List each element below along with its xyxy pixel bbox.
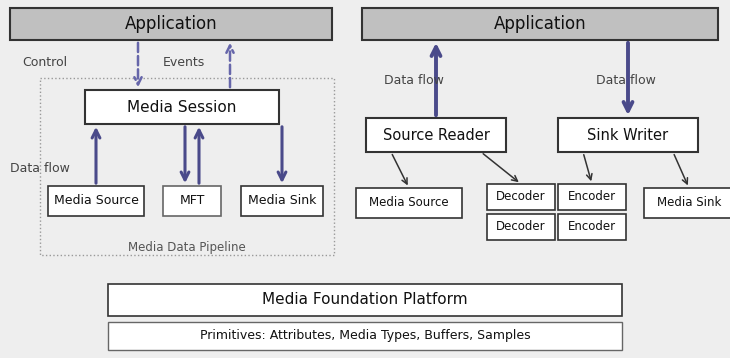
Text: Decoder: Decoder [496,190,546,203]
Bar [366,118,506,152]
Bar [10,8,332,40]
Text: Media Data Pipeline: Media Data Pipeline [128,241,246,253]
Text: Sink Writer: Sink Writer [588,127,669,142]
Bar [108,322,622,350]
Text: Decoder: Decoder [496,221,546,233]
Text: Media Sink: Media Sink [657,197,721,209]
Bar [163,186,221,216]
Text: Data flow: Data flow [10,161,70,174]
Text: Data flow: Data flow [384,73,444,87]
Text: Primitives: Attributes, Media Types, Buffers, Samples: Primitives: Attributes, Media Types, Buf… [200,329,530,343]
Bar [487,184,555,210]
Text: Application: Application [125,15,218,33]
Text: Encoder: Encoder [568,190,616,203]
Bar [48,186,144,216]
Bar [85,90,279,124]
Text: Media Source: Media Source [53,194,139,208]
Text: MFT: MFT [180,194,204,208]
Bar [362,8,718,40]
Text: Control: Control [22,55,67,68]
Text: Application: Application [493,15,586,33]
Bar [356,188,462,218]
Text: Media Session: Media Session [127,100,237,115]
Bar [108,284,622,316]
Bar [241,186,323,216]
Bar [558,118,698,152]
Text: Media Sink: Media Sink [247,194,316,208]
Bar [644,188,730,218]
Bar [40,78,334,255]
Text: Data flow: Data flow [596,73,656,87]
Bar [558,214,626,240]
Bar [487,214,555,240]
Text: Source Reader: Source Reader [383,127,489,142]
Text: Media Source: Media Source [369,197,449,209]
Bar [558,184,626,210]
Text: Events: Events [163,55,205,68]
Text: Media Foundation Platform: Media Foundation Platform [262,292,468,308]
Text: Encoder: Encoder [568,221,616,233]
